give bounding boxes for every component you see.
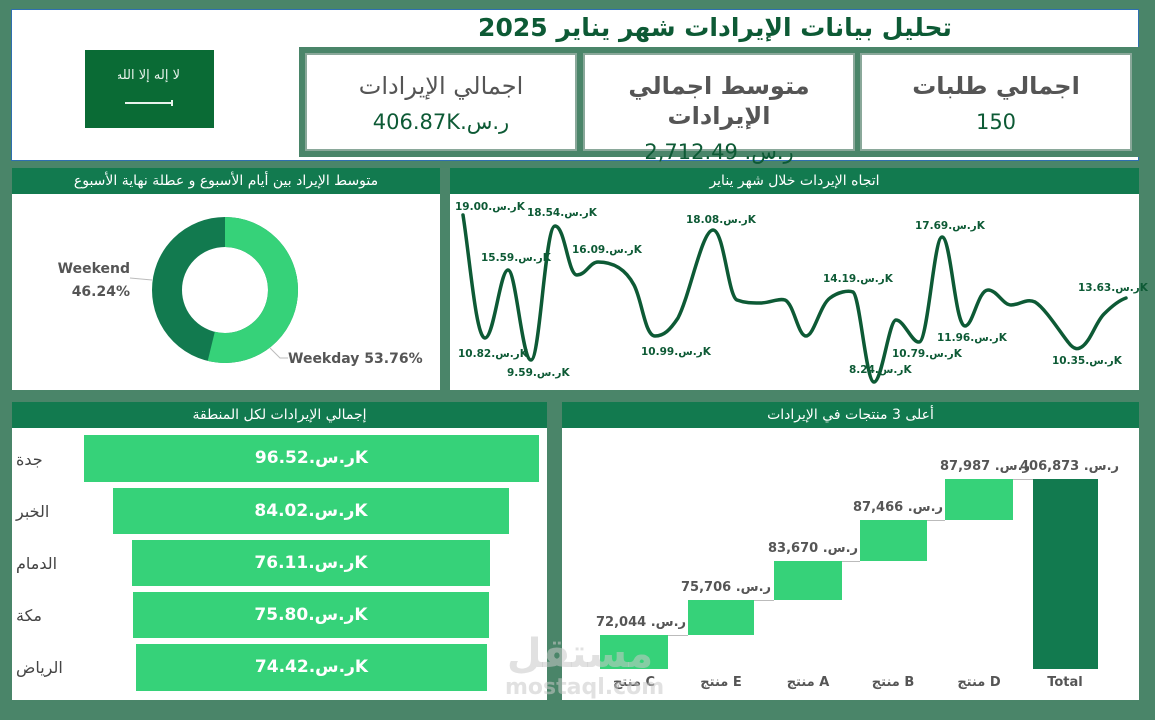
region-value: ر.س.75.80K [254, 605, 368, 625]
trend-point-label: ر.س.18.08K [686, 214, 756, 226]
waterfall-category: منتج C [612, 675, 656, 690]
region-value: ر.س.74.42K [254, 657, 369, 677]
trend-point-label: ر.س.16.09K [572, 244, 642, 256]
waterfall-value-label: ر.س. 75,706 [681, 580, 771, 595]
region-label: الخبر [16, 502, 50, 521]
region-value: ر.س.76.11K [254, 553, 368, 573]
kpi-value: ر.س.406.87K [372, 110, 510, 134]
waterfall-category: منتج D [957, 675, 1001, 690]
waterfall-connector [668, 635, 688, 636]
waterfall-bar-product-e[interactable] [688, 600, 754, 635]
trend-point-label: ر.س.10.82K [458, 348, 528, 360]
kpi-value: ر.س. 2,712.49 [644, 140, 794, 164]
kpi-total-revenue[interactable]: اجمالي الإيرادات ر.س.406.87K [305, 53, 577, 151]
donut-title: متوسط الإيراد بين أيام الأسبوع و عطلة نه… [12, 168, 440, 194]
trend-point-label: ر.س.15.59K [481, 252, 551, 264]
waterfall-category: منتج A [786, 675, 830, 690]
regions-title: إجمالي الإيرادات لكل المنطقة [12, 402, 547, 428]
trend-line [461, 213, 1128, 384]
waterfall-bar-product-b[interactable] [860, 520, 927, 561]
waterfall-bar-product-d[interactable] [945, 479, 1013, 520]
trend-point-label: ر.س.9.59K [507, 367, 570, 379]
trend-point-label: ر.س.8.24K [849, 364, 912, 376]
donut-chart[interactable] [12, 168, 440, 390]
trend-point-label: ر.س.10.35K [1052, 355, 1122, 367]
region-bar-dammam[interactable]: ر.س.76.11K [132, 540, 490, 586]
waterfall-value-label: ر.س. 83,670 [768, 541, 858, 556]
region-bar-riyadh[interactable]: ر.س.74.42K [136, 644, 487, 691]
waterfall-connector [842, 561, 860, 562]
waterfall-connector [1013, 479, 1033, 480]
region-value: ر.س.84.02K [254, 501, 368, 521]
waterfall-value-label: ر.س. 87,466 [853, 500, 943, 515]
kpi-average-revenue[interactable]: متوسط اجمالي الإيرادات ر.س. 2,712.49 [583, 53, 855, 164]
kpi-label: اجمالي الإيرادات [358, 72, 524, 100]
region-bar-khobar[interactable]: ر.س.84.02K [113, 488, 509, 534]
trend-point-label: ر.س.18.54K [527, 207, 597, 219]
waterfall-value-label: ر.س. 87,987 [940, 459, 1030, 474]
waterfall-connector [927, 520, 945, 521]
waterfall-bar-product-c[interactable] [600, 635, 668, 669]
trend-point-label: ر.س.14.19K [823, 273, 893, 285]
waterfall-connector [754, 600, 774, 601]
trend-point-label: ر.س.13.63K [1078, 282, 1148, 294]
waterfall-bar-product-a[interactable] [774, 561, 842, 600]
donut-panel[interactable]: متوسط الإيراد بين أيام الأسبوع و عطلة نه… [12, 168, 440, 390]
region-label: مكة [16, 606, 42, 625]
kpi-label: اجمالي طلبات [912, 72, 1080, 100]
flag-sword [125, 100, 173, 106]
kpi-strip: اجمالي طلبات 150 متوسط اجمالي الإيرادات … [299, 47, 1139, 164]
waterfall-value-label: ر.س. 406,873 [1020, 459, 1120, 474]
waterfall-category: منتج B [871, 675, 915, 690]
region-label: جدة [16, 450, 43, 469]
waterfall-value-label: ر.س. 72,044 [596, 615, 686, 630]
trend-point-label: ر.س.10.99K [641, 346, 711, 358]
trend-point-label: ر.س.17.69K [915, 220, 985, 232]
trend-panel[interactable]: اتجاه الإيردات خلال شهر يناير [450, 168, 1139, 390]
page-title: تحليل بيانات الإيرادات شهر يناير 2025 [478, 13, 952, 42]
region-label: الدمام [16, 554, 58, 573]
region-label: الرياض [16, 658, 63, 677]
flag-script: لا إله إلا الله محمد رسول الله [118, 68, 180, 83]
waterfall-category: منتج E [700, 675, 742, 690]
trend-point-label: ر.س.10.79K [892, 348, 962, 360]
kpi-total-orders[interactable]: اجمالي طلبات 150 [860, 53, 1132, 151]
saudi-flag-icon: لا إله إلا الله محمد رسول الله [85, 50, 214, 128]
weekend-label: Weekend [57, 261, 130, 277]
region-bar-jeddah[interactable]: ر.س.96.52K [84, 435, 539, 482]
donut-segment-weekday [152, 217, 298, 363]
kpi-value: 150 [975, 110, 1017, 134]
weekday-label: Weekday 53.76% [288, 351, 423, 367]
weekend-pct: 46.24% [71, 284, 130, 300]
kpi-label: متوسط اجمالي الإيرادات [628, 72, 810, 130]
region-bar-makkah[interactable]: ر.س.75.80K [133, 592, 489, 638]
waterfall-bar-total[interactable] [1033, 479, 1098, 669]
trend-point-label: ر.س.19.00K [455, 201, 525, 213]
trend-point-label: ر.س.11.96K [937, 332, 1007, 344]
trend-title: اتجاه الإيردات خلال شهر يناير [450, 168, 1139, 194]
waterfall-category: Total [1047, 675, 1083, 690]
region-value: ر.س.96.52K [254, 448, 369, 468]
waterfall-title: أعلى 3 منتجات في الإيرادات [562, 402, 1139, 428]
